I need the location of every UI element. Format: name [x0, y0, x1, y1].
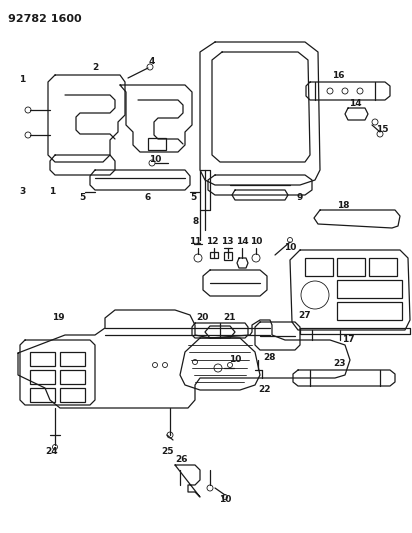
Text: 13: 13: [221, 238, 233, 246]
Text: 28: 28: [264, 353, 276, 362]
Text: 16: 16: [332, 71, 344, 80]
Text: 10: 10: [219, 496, 231, 505]
Text: 12: 12: [206, 238, 218, 246]
Text: 5: 5: [190, 192, 196, 201]
Text: 15: 15: [376, 125, 388, 134]
Bar: [60, 370, 85, 384]
Bar: [30, 370, 55, 384]
Text: 10: 10: [250, 238, 262, 246]
Text: 8: 8: [193, 217, 199, 227]
Text: 22: 22: [259, 385, 271, 394]
Text: 10: 10: [284, 244, 296, 253]
Bar: [337, 258, 365, 276]
Bar: [305, 258, 333, 276]
Text: 24: 24: [46, 448, 59, 456]
Bar: [30, 388, 55, 402]
Text: 1: 1: [49, 188, 55, 197]
Text: 3: 3: [19, 188, 25, 197]
Text: 19: 19: [52, 313, 64, 322]
Text: 20: 20: [196, 313, 208, 322]
Text: 2: 2: [92, 63, 98, 72]
Text: 23: 23: [334, 359, 346, 368]
Bar: [337, 280, 402, 298]
Text: 18: 18: [337, 200, 349, 209]
Text: 6: 6: [145, 192, 151, 201]
Text: 14: 14: [236, 238, 248, 246]
Bar: [337, 302, 402, 320]
Text: 14: 14: [349, 100, 361, 109]
Bar: [30, 352, 55, 366]
Bar: [210, 252, 218, 258]
Text: 26: 26: [176, 456, 188, 464]
Text: 17: 17: [342, 335, 354, 344]
Text: 21: 21: [224, 313, 236, 322]
Text: 10: 10: [229, 356, 241, 365]
Bar: [148, 138, 166, 150]
Text: 92782 1600: 92782 1600: [8, 14, 82, 24]
Text: 10: 10: [149, 156, 161, 165]
Bar: [369, 258, 397, 276]
Text: 4: 4: [149, 58, 155, 67]
Text: 1: 1: [19, 76, 25, 85]
Text: 25: 25: [162, 448, 174, 456]
Text: 27: 27: [299, 311, 311, 320]
Bar: [60, 388, 85, 402]
Text: 5: 5: [79, 192, 85, 201]
Bar: [60, 352, 85, 366]
Text: 11: 11: [189, 238, 201, 246]
Text: 9: 9: [297, 193, 303, 203]
Bar: [224, 252, 232, 260]
